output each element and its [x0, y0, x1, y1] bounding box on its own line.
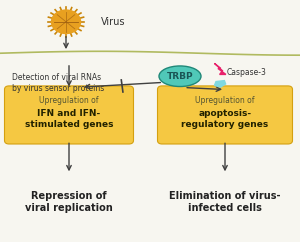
FancyBboxPatch shape — [4, 86, 134, 144]
Text: TRBP: TRBP — [167, 72, 193, 81]
Text: Upregulation of: Upregulation of — [195, 96, 255, 105]
Text: apoptosis-
regulatory genes: apoptosis- regulatory genes — [182, 109, 268, 129]
Text: Caspase-3: Caspase-3 — [226, 68, 266, 77]
Polygon shape — [214, 63, 226, 75]
Ellipse shape — [159, 66, 201, 86]
Polygon shape — [214, 81, 226, 87]
Text: Detection of viral RNAs
by virus sensor proteins: Detection of viral RNAs by virus sensor … — [12, 73, 104, 93]
Text: Upregulation of: Upregulation of — [39, 96, 99, 105]
Text: IFN and IFN-
stimulated genes: IFN and IFN- stimulated genes — [25, 109, 113, 129]
Text: Elimination of virus-
infected cells: Elimination of virus- infected cells — [169, 190, 281, 213]
Circle shape — [52, 10, 80, 33]
Text: Repression of
viral replication: Repression of viral replication — [25, 190, 113, 213]
FancyBboxPatch shape — [158, 86, 292, 144]
Text: Virus: Virus — [100, 17, 125, 27]
